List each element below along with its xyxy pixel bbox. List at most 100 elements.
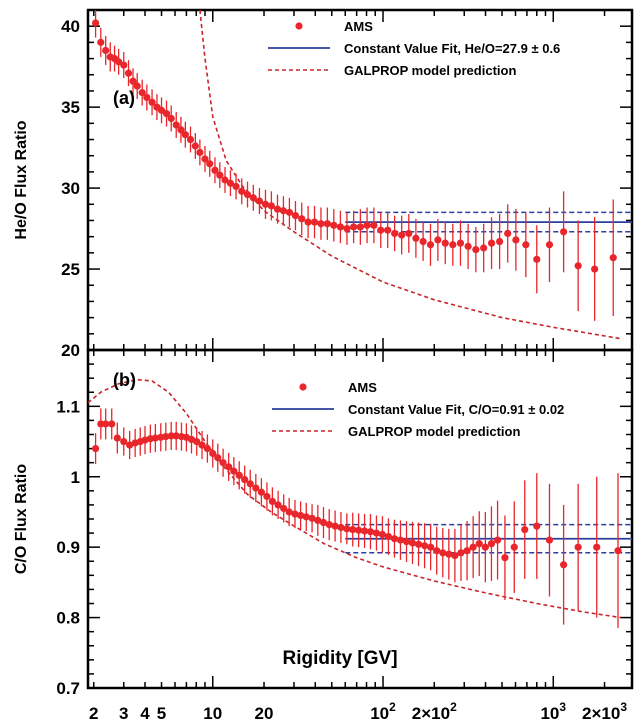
data-point [255, 197, 264, 205]
data-point [496, 237, 504, 246]
data-point [138, 88, 146, 97]
data-point [472, 246, 480, 254]
data-point [384, 533, 393, 541]
data-point [408, 539, 417, 547]
data-point [273, 205, 282, 213]
data-point [167, 432, 175, 440]
data-point [97, 38, 105, 46]
data-point [449, 241, 457, 249]
y-tick-label: 1 [71, 468, 80, 487]
data-point [317, 220, 325, 228]
y-tick-label: 1.1 [56, 397, 80, 416]
data-point [209, 449, 217, 458]
x-tick-label: 2×102 [412, 700, 457, 723]
data-point [91, 19, 100, 27]
data-point [421, 542, 429, 550]
data-point [319, 518, 328, 527]
data-point [343, 525, 351, 533]
data-point [257, 488, 265, 496]
data-point [124, 69, 133, 77]
data-point [206, 160, 214, 168]
data-point [120, 437, 128, 446]
data-point [533, 255, 541, 263]
data-point [172, 121, 180, 129]
legend-label: Constant Value Fit, He/O=27.9 ± 0.6 [344, 41, 560, 56]
data-point [366, 528, 375, 536]
data-point [336, 223, 345, 231]
data-point [201, 155, 209, 163]
data-point [241, 475, 249, 484]
data-point [304, 218, 312, 226]
x-tick-label: 5 [157, 704, 166, 723]
data-point [232, 182, 240, 191]
data-point [414, 540, 423, 548]
data-point [177, 126, 185, 134]
data-point [331, 522, 339, 530]
data-point [203, 444, 212, 453]
data-point [480, 244, 488, 252]
data-point [162, 110, 171, 118]
legend-label: AMS [344, 19, 373, 34]
data-point [390, 535, 399, 543]
data-point [370, 221, 378, 229]
data-point [102, 420, 110, 428]
data-point [545, 241, 554, 249]
data-point [221, 176, 229, 184]
data-point [560, 228, 568, 236]
data-point [337, 523, 345, 532]
data-point [493, 536, 502, 544]
data-point [148, 98, 156, 106]
data-point [398, 231, 406, 239]
x-tick-label: 102 [370, 700, 396, 723]
data-point [356, 223, 364, 231]
data-point [172, 432, 180, 440]
data-point [402, 537, 411, 546]
data-point [252, 484, 260, 492]
data-point [441, 239, 449, 247]
data-point [355, 526, 363, 534]
plot-frame [86, 8, 634, 352]
data-point [285, 508, 293, 516]
data-point [439, 549, 447, 557]
data-point [464, 242, 472, 250]
data-point [593, 543, 601, 551]
data-point [238, 187, 246, 195]
legend-marker-ams [299, 383, 307, 391]
data-point [108, 420, 116, 428]
x-axis-label: Rigidity [GV] [282, 648, 397, 669]
data-point [308, 514, 316, 522]
data-point [310, 218, 319, 226]
x-tick-label: 2 [89, 704, 98, 723]
data-point [214, 454, 222, 462]
x-axis: 2 3 4 5 10 20 102 2×102 103 2×103 [89, 700, 627, 723]
data-point [181, 131, 189, 139]
y-axis-label: C/O Flux Ratio [13, 464, 30, 574]
data-point [396, 536, 405, 544]
data-point [457, 549, 465, 557]
data-point [384, 226, 392, 234]
data-point [280, 504, 288, 513]
data-point [211, 166, 219, 174]
data-point [391, 229, 399, 238]
data-point [521, 525, 529, 534]
panel-b: 0.7 0.8 0.9 1 1.1 C/O Flux Ratio (b) AMS Constan… [13, 348, 634, 698]
data-point [279, 207, 288, 215]
legend: AMS Constant Value Fit, He/O=27.9 ± 0.6 GA… [268, 19, 560, 78]
data-point [451, 552, 459, 560]
data-point [591, 265, 599, 273]
data-point [512, 236, 520, 244]
legend: AMS Constant Value Fit, C/O=0.91 ± 0.02 GA… [272, 380, 564, 439]
data-point [226, 179, 235, 187]
y-tick-label: 20 [61, 341, 80, 360]
data-point [433, 547, 441, 555]
data-point [196, 148, 204, 157]
data-point [126, 441, 134, 449]
data-point [129, 77, 137, 85]
data-point [162, 433, 170, 441]
x-tick-label: 3 [119, 704, 128, 723]
data-point [191, 142, 199, 150]
data-point [296, 511, 305, 520]
x-tick-label: 4 [140, 704, 150, 723]
data-point [533, 522, 541, 530]
data-point [243, 190, 252, 199]
